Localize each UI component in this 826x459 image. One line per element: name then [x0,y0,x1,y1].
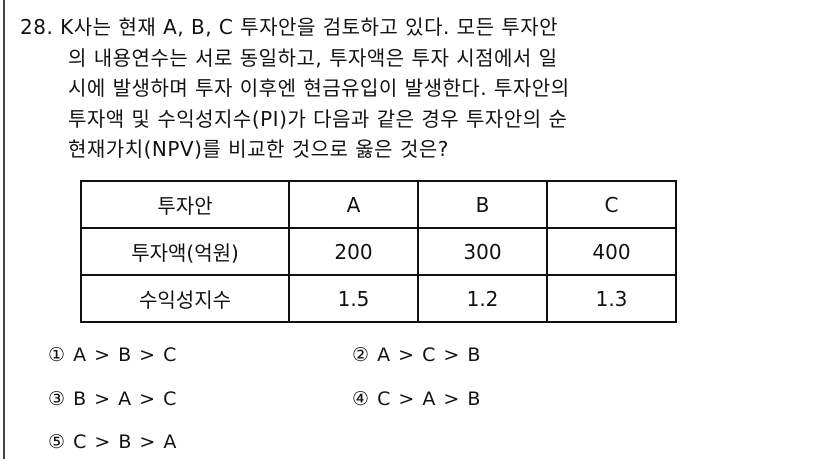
table-header-cell: B [417,180,548,229]
question-line-5: 현재가치(NPV)를 비교한 것으로 옳은 것은? [68,137,449,161]
table-cell: 300 [417,227,548,276]
question-line-1: 28. K사는 현재 A, B, C 투자안을 검토하고 있다. 모든 투자안 [20,15,559,39]
question-text: 28. K사는 현재 A, B, C 투자안을 검토하고 있다. 모든 투자안 … [20,12,570,165]
table-cell: 투자액(억원) [80,227,290,276]
option-1[interactable]: ① A > B > C [48,344,178,366]
table-header-cell: C [546,180,677,229]
investment-table: 투자안 A B C 투자액(억원) 200 300 400 수익성지수 1.5 … [80,180,677,323]
table-cell: 400 [546,227,677,276]
table-header-cell: A [288,180,419,229]
table-cell: 1.2 [417,274,548,323]
question-line-4: 투자액 및 수익성지수(PI)가 다음과 같은 경우 투자안의 순 [68,106,568,131]
question-line-2: 의 내용연수는 서로 동일하고, 투자액은 투자 시점에서 일 [68,45,558,70]
question-number: 28. [20,15,54,39]
table-row: 투자액(억원) 200 300 400 [80,227,677,276]
page-border [3,0,5,459]
table-cell: 1.5 [288,274,419,323]
option-5[interactable]: ⑤ C > B > A [48,431,178,453]
option-4[interactable]: ④ C > A > B [352,388,482,410]
table-header-cell: 투자안 [80,180,290,229]
table-cell: 200 [288,227,419,276]
table-header-row: 투자안 A B C [80,180,677,229]
option-3[interactable]: ③ B > A > C [48,388,178,410]
question-line-3: 시에 발생하며 투자 이후엔 현금유입이 발생한다. 투자안의 [68,76,570,100]
option-2[interactable]: ② A > C > B [352,344,482,366]
table-cell: 수익성지수 [80,274,290,323]
table-row: 수익성지수 1.5 1.2 1.3 [80,274,677,323]
table-cell: 1.3 [546,274,677,323]
